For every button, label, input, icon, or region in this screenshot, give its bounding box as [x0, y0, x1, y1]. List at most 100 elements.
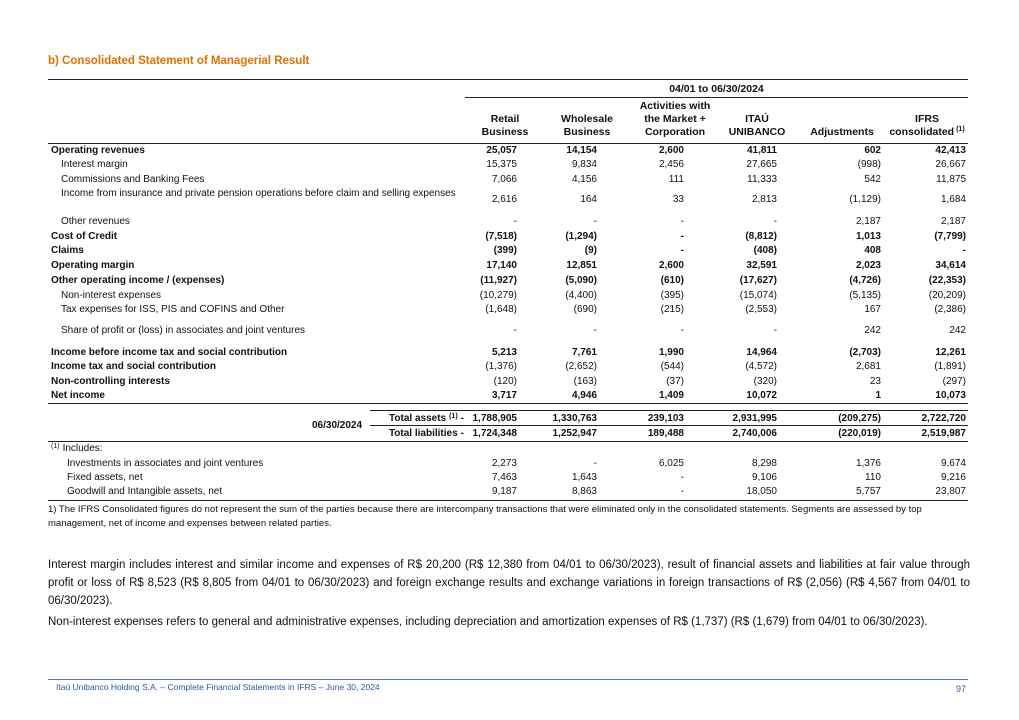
cell-value: 408 [864, 245, 881, 256]
cell-value: (1,129) [849, 194, 881, 205]
cell-value: 9,216 [940, 472, 966, 483]
row-label: Fixed assets, net [67, 472, 143, 483]
row-label: Tax expenses for ISS, PIS and COFINS and… [61, 304, 285, 315]
cell-value: (209,275) [838, 413, 881, 424]
cell-value: (2,652) [565, 361, 597, 372]
column-header-text: Retail Business [481, 113, 529, 138]
rule [48, 441, 968, 442]
cell-value: 602 [864, 145, 881, 156]
row-label: Net income [51, 390, 105, 401]
column-header: Retail Business [479, 94, 531, 139]
cell-value: 1,252,947 [552, 428, 598, 439]
column-header-text: Activities with the Market + Corporation [639, 100, 711, 138]
paragraph: Interest margin includes interest and si… [48, 559, 970, 607]
paragraph: Non-interest expenses refers to general … [48, 616, 928, 628]
row-label: Other revenues [61, 216, 130, 227]
cell-value: 4,156 [571, 174, 597, 185]
cell-value: (8,812) [745, 231, 777, 242]
cell-value: 2,187 [855, 216, 881, 227]
cell-value: 1 [875, 390, 881, 401]
cell-value: 1,788,905 [472, 413, 518, 424]
cell-value: 2,456 [658, 159, 684, 170]
includes-label: (1) Includes: [51, 443, 103, 455]
cell-value: (5,090) [565, 275, 597, 286]
cell-value: 7,066 [491, 174, 517, 185]
cell-value: - [962, 245, 966, 256]
cell-value: (399) [493, 245, 517, 256]
cell-value: 167 [864, 304, 881, 315]
cell-value: 32,591 [746, 260, 777, 271]
cell-value: 2,600 [658, 260, 684, 271]
row-label: Other operating income / (expenses) [51, 275, 225, 286]
row-label: Operating margin [51, 260, 135, 271]
column-header: Adjustments [802, 94, 882, 139]
cell-value: (4,572) [745, 361, 777, 372]
period: 04/01 to 06/30/2024 [669, 83, 764, 95]
cell-value: 42,413 [935, 145, 966, 156]
cell-value: 41,811 [746, 145, 777, 156]
row-label: Investments in associates and joint vent… [67, 458, 264, 469]
cell-value: (998) [857, 159, 881, 170]
cell-value: - [680, 245, 684, 256]
cell-value: (2,553) [745, 304, 777, 315]
balance-label-text: Total liabilities [388, 428, 458, 439]
cell-value: 164 [580, 194, 597, 205]
cell-value: 1,724,348 [472, 428, 518, 439]
cell-value: 25,057 [486, 145, 517, 156]
cell-value: (1,294) [565, 231, 597, 242]
cell-value: 1,330,763 [552, 413, 598, 424]
rule [48, 403, 968, 404]
cell-value: 2,931,995 [732, 413, 778, 424]
cell-value: (395) [660, 290, 684, 301]
cell-value: 2,740,006 [732, 428, 778, 439]
cell-value: 33 [672, 194, 684, 205]
cell-value: (1,891) [934, 361, 966, 372]
cell-value: 7,761 [571, 347, 597, 358]
balance-label-text: Total assets [389, 413, 447, 424]
cell-value: (220,019) [838, 428, 881, 439]
cell-value: (610) [660, 275, 684, 286]
balance-dash: - [460, 413, 464, 424]
cell-value: 18,050 [746, 486, 777, 497]
cell-value: 8,298 [751, 458, 777, 469]
cell-value: 1,409 [658, 390, 684, 401]
cell-value: 26,667 [935, 159, 966, 170]
cell-value: - [513, 325, 517, 336]
rule [370, 410, 968, 411]
cell-value: 9,106 [751, 472, 777, 483]
row-label: Income from insurance and private pensio… [61, 188, 456, 199]
cell-value: 189,488 [647, 428, 684, 439]
row-label: Commissions and Banking Fees [61, 174, 205, 185]
cell-value: 542 [864, 174, 881, 185]
cell-value: 34,614 [935, 260, 966, 271]
cell-value: - [593, 458, 597, 469]
cell-value: (1,648) [485, 304, 517, 315]
cell-value: (17,627) [739, 275, 777, 286]
cell-value: (9) [584, 245, 597, 256]
rule [48, 79, 968, 80]
cell-value: (15,074) [739, 290, 777, 301]
column-header: ITAÚ UNIBANCO [724, 94, 790, 139]
cell-value: 15,375 [486, 159, 517, 170]
cell-value: - [680, 216, 684, 227]
cell-value: 14,154 [566, 145, 597, 156]
page-number: 97 [955, 684, 966, 694]
cell-value: (7,799) [934, 231, 966, 242]
cell-value: 2,519,987 [921, 428, 967, 439]
balance-dash: - [460, 428, 464, 439]
cell-value: (544) [660, 361, 684, 372]
balance-label: Total liabilities - [300, 428, 464, 440]
cell-value: - [593, 216, 597, 227]
cell-value: 242 [949, 325, 966, 336]
row-label: Cost of Credit [51, 231, 118, 242]
cell-value: 2,273 [491, 458, 517, 469]
cell-value: 2,722,720 [921, 413, 967, 424]
cell-value: 1,990 [658, 347, 684, 358]
cell-value: 12,851 [566, 260, 597, 271]
cell-value: 239,103 [647, 413, 684, 424]
cell-value: (7,518) [485, 231, 517, 242]
row-label: Income before income tax and social cont… [51, 347, 288, 358]
cell-value: 1,376 [855, 458, 881, 469]
balance-date: 06/30/2024 [312, 420, 363, 431]
